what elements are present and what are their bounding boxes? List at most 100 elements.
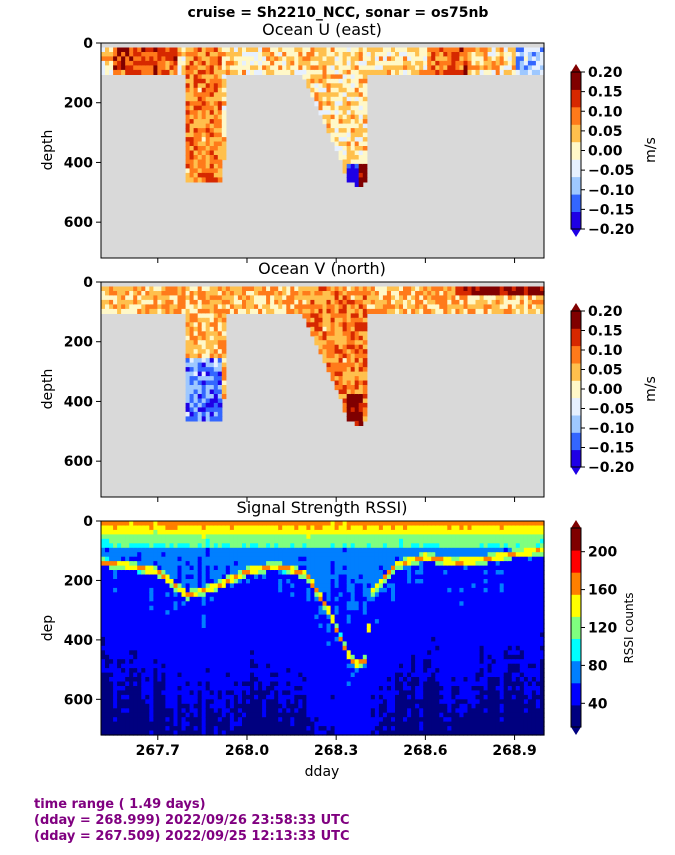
heatmap-cell xyxy=(278,65,283,71)
heatmap-cell xyxy=(237,47,243,53)
heatmap-cell xyxy=(141,556,146,562)
heatmap-cell xyxy=(358,313,364,319)
heatmap-cell xyxy=(298,556,303,562)
heatmap-cell xyxy=(217,614,223,620)
heatmap-cell xyxy=(189,344,195,350)
heatmap-cell xyxy=(318,641,324,647)
heatmap-cell xyxy=(314,331,319,337)
heatmap-cell xyxy=(443,304,448,310)
heatmap-cell xyxy=(254,717,259,723)
heatmap-cell xyxy=(423,47,428,53)
heatmap-cell xyxy=(258,628,263,634)
heatmap-cell xyxy=(362,172,368,178)
heatmap-cell xyxy=(326,87,332,93)
heatmap-cell xyxy=(391,60,396,66)
heatmap-cell xyxy=(197,376,203,382)
heatmap-cell xyxy=(221,344,227,350)
heatmap-cell xyxy=(266,556,271,562)
heatmap-cell xyxy=(209,672,215,678)
heatmap-cell xyxy=(181,538,187,544)
heatmap-cell xyxy=(415,304,420,310)
heatmap-cell xyxy=(121,525,126,531)
heatmap-cell xyxy=(540,65,545,71)
heatmap-cell xyxy=(250,521,255,527)
colorbar-segment xyxy=(571,363,581,381)
heatmap-cell xyxy=(193,291,199,297)
heatmap-cell xyxy=(326,291,332,297)
heatmap-cell xyxy=(201,362,207,368)
heatmap-cell xyxy=(246,295,251,301)
heatmap-cell xyxy=(221,681,227,687)
heatmap-cell xyxy=(121,561,126,567)
heatmap-cell xyxy=(362,78,368,84)
heatmap-cell xyxy=(286,610,291,616)
heatmap-cell xyxy=(242,650,247,656)
heatmap-cell xyxy=(515,47,521,53)
heatmap-cell xyxy=(354,367,360,373)
heatmap-cell xyxy=(221,96,227,102)
heatmap-cell xyxy=(185,87,191,93)
heatmap-cell xyxy=(354,78,360,84)
heatmap-cell xyxy=(137,47,142,53)
heatmap-cell xyxy=(193,605,199,611)
heatmap-cell xyxy=(165,694,170,700)
heatmap-cell xyxy=(189,96,195,102)
heatmap-cell xyxy=(475,47,481,53)
heatmap-cell xyxy=(274,677,279,683)
heatmap-cell xyxy=(233,521,239,527)
heatmap-cell xyxy=(362,286,368,292)
heatmap-cell xyxy=(185,574,191,580)
heatmap-cell xyxy=(205,96,211,102)
heatmap-cell xyxy=(185,610,191,616)
heatmap-cell xyxy=(242,587,247,593)
heatmap-cell xyxy=(117,60,122,66)
heatmap-cell xyxy=(346,47,352,53)
heatmap-cell xyxy=(201,358,207,364)
heatmap-cell xyxy=(318,534,324,540)
heatmap-cell xyxy=(189,52,195,58)
heatmap-cell xyxy=(205,87,211,93)
heatmap-cell xyxy=(189,146,195,152)
heatmap-cell xyxy=(197,628,203,634)
heatmap-cell xyxy=(302,641,307,647)
heatmap-cell xyxy=(137,65,142,71)
heatmap-cell xyxy=(217,291,223,297)
heatmap-cell xyxy=(322,114,328,120)
heatmap-cell xyxy=(242,610,247,616)
heatmap-cell xyxy=(141,596,146,602)
heatmap-cell xyxy=(105,299,110,305)
heatmap-cell xyxy=(213,317,219,323)
heatmap-cell xyxy=(221,385,227,391)
heatmap-cell xyxy=(334,101,340,107)
heatmap-cell xyxy=(189,521,195,527)
heatmap-cell xyxy=(169,703,175,709)
heatmap-cell xyxy=(254,623,259,629)
heatmap-cell xyxy=(242,641,247,647)
heatmap-cell xyxy=(225,565,231,571)
heatmap-cell xyxy=(286,596,291,602)
heatmap-cell xyxy=(318,295,324,301)
heatmap-cell xyxy=(314,681,319,687)
heatmap-cell xyxy=(358,132,364,138)
heatmap-cell xyxy=(189,394,195,400)
heatmap-cell xyxy=(133,721,138,727)
heatmap-cell xyxy=(185,385,191,391)
heatmap-cell xyxy=(225,552,231,558)
heatmap-cell xyxy=(242,690,247,696)
heatmap-cell xyxy=(141,659,146,665)
heatmap-cell xyxy=(298,703,303,709)
heatmap-cell xyxy=(173,730,179,736)
heatmap-cell xyxy=(310,592,315,598)
heatmap-cell xyxy=(306,74,311,80)
heatmap-cell xyxy=(229,690,235,696)
heatmap-cell xyxy=(201,340,207,346)
heatmap-cell xyxy=(266,565,271,571)
heatmap-cell xyxy=(181,686,187,692)
heatmap-cell xyxy=(221,583,227,589)
heatmap-cell xyxy=(258,579,263,585)
heatmap-cell xyxy=(177,681,183,687)
heatmap-cell xyxy=(221,326,227,332)
heatmap-cell xyxy=(358,87,364,93)
heatmap-cell xyxy=(286,641,291,647)
heatmap-cell xyxy=(229,712,235,718)
